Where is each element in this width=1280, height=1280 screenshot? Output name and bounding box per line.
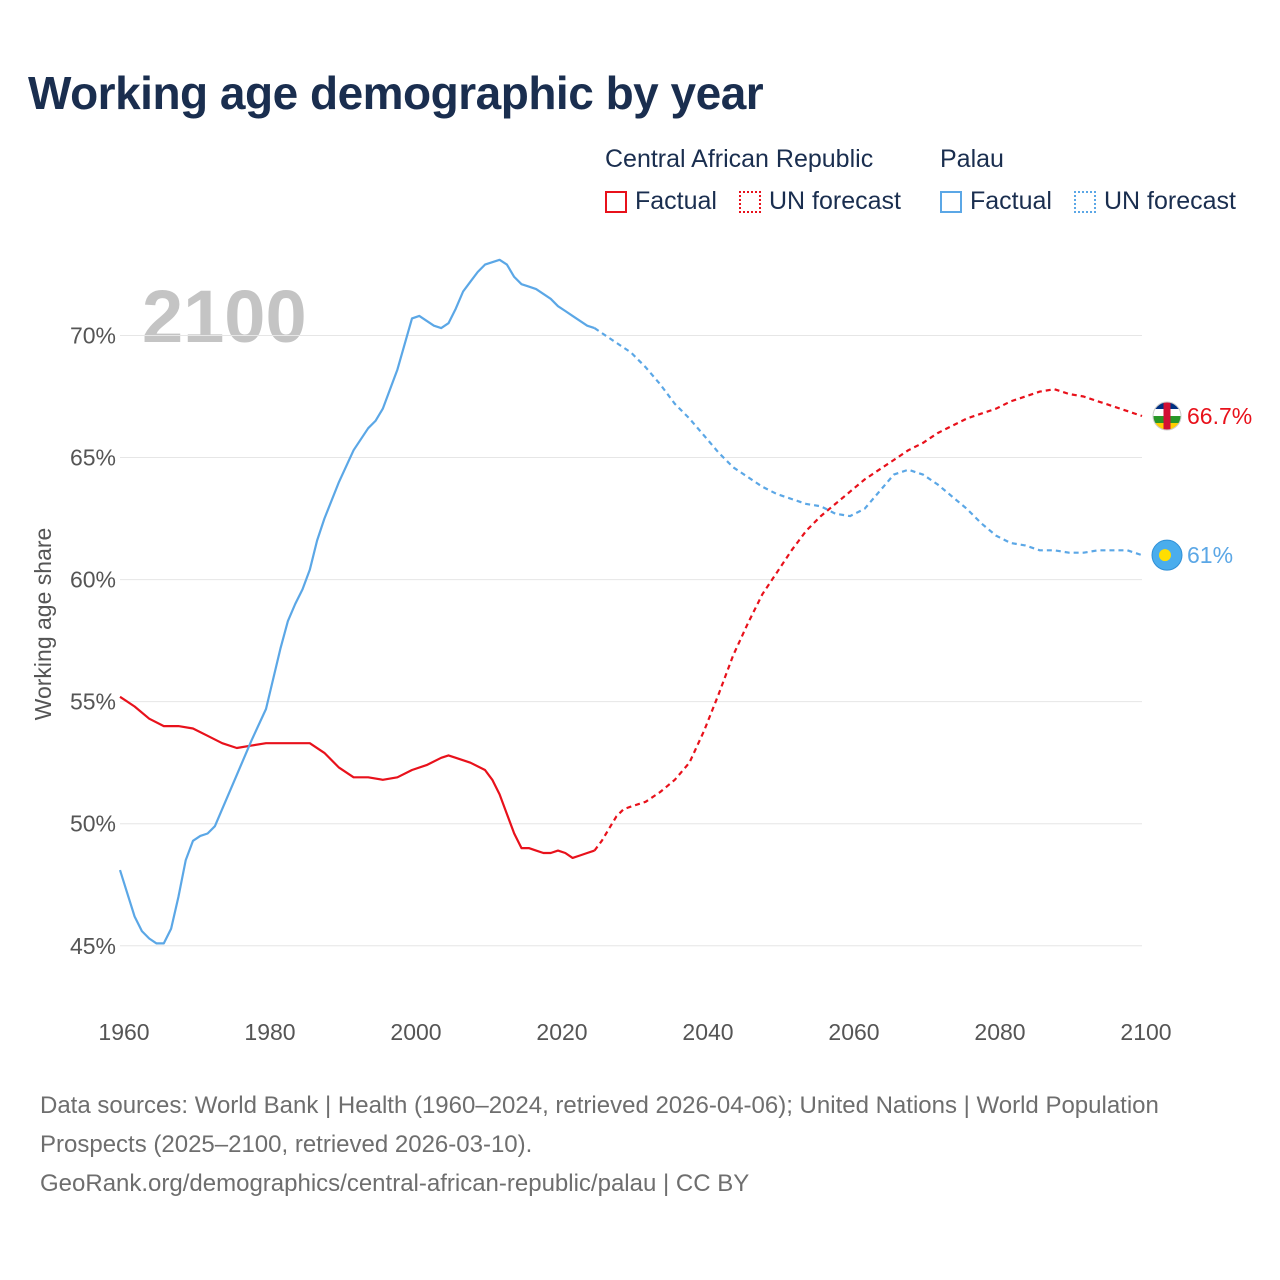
y-tick-label: 65% [70,445,116,471]
y-tick-label: 70% [70,322,116,348]
central-african-republic-flag-icon [1152,401,1182,431]
x-tick-label: 1980 [244,1019,295,1045]
y-tick-label: 45% [70,933,116,959]
dotted-line-swatch-icon [739,190,761,213]
y-tick-label: 55% [70,689,116,715]
legend-palau-forecast-label: UN forecast [1104,187,1236,215]
legend-palau-forecast[interactable]: UN forecast [1074,187,1236,216]
central-african-republic-end-value-label: 66.7% [1187,403,1252,429]
x-tick-label: 2100 [1120,1019,1171,1045]
source-link[interactable]: GeoRank.org/demographics/central-african… [40,1170,750,1197]
y-axis-label: Working age share [30,528,56,721]
palau-end-value-label: 61% [1187,542,1233,568]
legend-group-name-palau: Palau [940,145,1004,173]
central-african-republic-forecast-line[interactable] [593,388,1143,852]
x-tick-label: 2020 [536,1019,587,1045]
legend-palau-factual-label: Factual [970,187,1052,215]
dotted-line-swatch-icon [1074,190,1096,213]
legend-palau-factual[interactable]: Factual [940,187,1052,216]
legend-car-factual-label: Factual [635,187,717,215]
palau-flag-icon [1151,539,1183,571]
legend-car-forecast[interactable]: UN forecast [739,187,901,216]
y-tick-label: 50% [70,811,116,837]
solid-line-swatch-icon [605,190,627,213]
x-tick-label: 2060 [828,1019,879,1045]
end-markers: 66.7% 61% [1151,401,1252,571]
x-tick-label: 2000 [390,1019,441,1045]
x-tick-label: 2040 [682,1019,733,1045]
line-chart: 2100 45% 50% 55% 60% 65% 70% 1960 1980 2000 2020… [30,258,1252,1045]
footer: Data sources: World Bank | Health (1960–… [40,1086,1240,1203]
series-layer [118,258,1143,945]
palau-factual-line[interactable] [118,258,595,945]
y-tick-label: 60% [70,567,116,593]
x-tick-label: 1960 [98,1019,149,1045]
x-tick-label: 2080 [974,1019,1025,1045]
chart-title: Working age demographic by year [28,67,764,119]
data-sources-note: Data sources: World Bank | Health (1960–… [40,1092,1159,1158]
year-watermark: 2100 [142,275,307,358]
solid-line-swatch-icon [940,190,962,213]
central-african-republic-factual-line[interactable] [119,695,595,859]
x-axis-ticks: 1960 1980 2000 2020 2040 2060 2080 2100 [98,1019,1171,1045]
y-axis-ticks: 45% 50% 55% 60% 65% 70% [70,322,116,958]
palau-forecast-line[interactable] [593,327,1143,557]
legend-group-name-car: Central African Republic [605,145,874,173]
legend-car-forecast-label: UN forecast [769,187,901,215]
gridlines [120,334,1142,947]
legend-car-factual[interactable]: Factual [605,187,717,216]
